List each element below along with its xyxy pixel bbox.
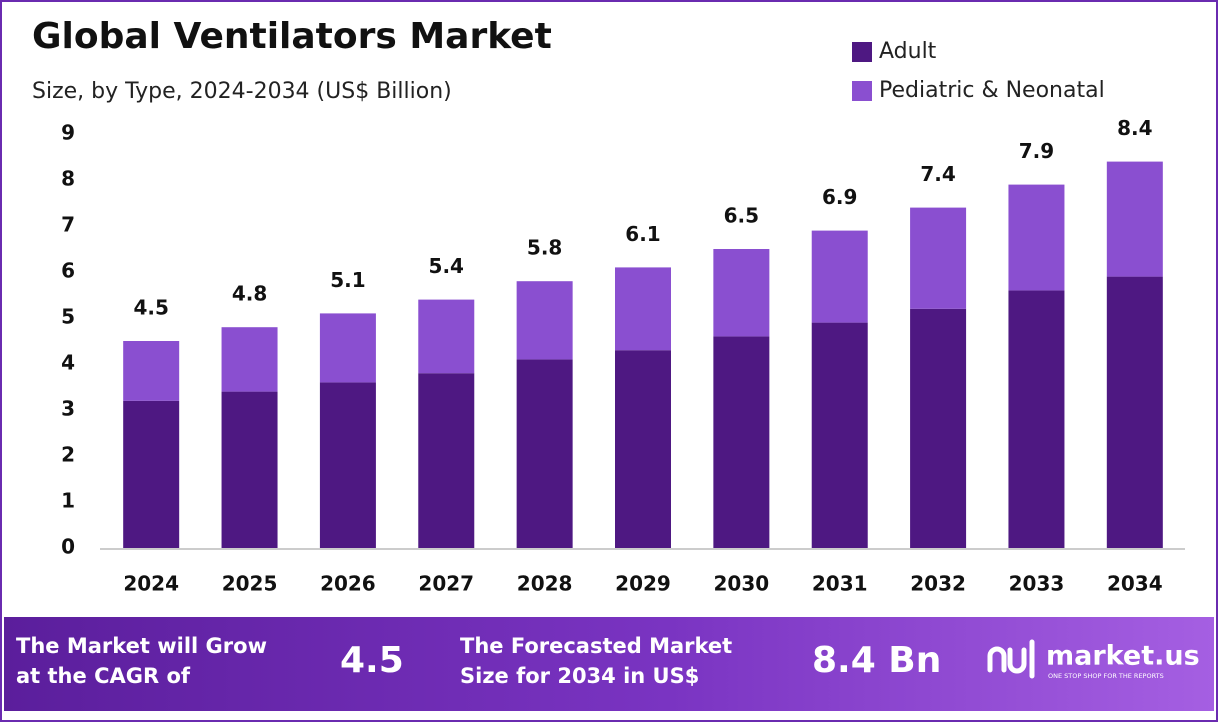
total-label: 7.9 [1019,139,1054,163]
bar-segment [221,391,278,548]
y-tick-label: 7 [61,213,75,237]
chart-title: Global Ventilators Market [32,16,552,57]
bar-segment [221,327,278,392]
bar-segment [123,341,180,401]
bar-segment [319,382,376,548]
x-tick-label: 2031 [812,572,868,596]
bar-segment [615,267,671,351]
legend-label: Adult [879,39,937,64]
y-tick-label: 9 [61,121,75,145]
total-label: 5.1 [330,268,365,292]
y-tick-label: 1 [61,489,75,513]
total-label: 5.4 [429,254,464,278]
bar-segment [713,336,770,548]
x-tick-label: 2029 [615,572,671,596]
y-tick-label: 3 [61,397,75,421]
legend-swatch [852,81,872,101]
y-tick-label: 6 [61,259,75,283]
bar-segment [418,373,475,548]
total-label: 7.4 [920,162,955,186]
bar-segment [418,299,475,374]
x-tick-label: 2024 [123,572,179,596]
y-tick-label: 8 [61,167,75,191]
brand-logo [987,639,1035,679]
bar-segment [1008,184,1065,291]
bar-segment [910,207,967,309]
brand-name: market.us [1046,641,1200,672]
forecast-text: Size for 2034 in US$ [460,664,699,688]
x-tick-label: 2034 [1107,572,1163,596]
legend-swatch [852,42,872,62]
bar-segment [516,281,573,360]
forecast-value: 8.4 Bn [812,640,941,681]
x-tick-label: 2025 [222,572,278,596]
y-tick-label: 5 [61,305,75,329]
total-label: 6.5 [724,204,759,228]
y-tick-label: 0 [61,535,75,559]
forecast-text: The Forecasted Market [460,634,732,658]
total-label: 4.5 [133,296,168,320]
bar-segment [1106,276,1163,548]
bar-segment [713,249,770,337]
x-tick-label: 2030 [714,572,770,596]
cagr-text: at the CAGR of [16,664,191,688]
x-tick-label: 2026 [320,572,376,596]
total-label: 5.8 [527,236,562,260]
bar-segment [516,359,573,548]
total-label: 6.9 [822,185,857,209]
chart-subtitle: Size, by Type, 2024-2034 (US$ Billion) [32,79,452,104]
bar-segment [1106,161,1163,277]
bar-segment [1008,290,1065,548]
bar-segment [811,230,868,323]
x-tick-label: 2032 [910,572,966,596]
bar-segment [123,400,180,548]
bar-segment [811,322,868,548]
bar-segment [910,308,967,548]
x-tick-label: 2033 [1009,572,1065,596]
x-tick-label: 2028 [517,572,573,596]
legend-label: Pediatric & Neonatal [879,78,1105,103]
cagr-value: 4.5 [340,640,404,681]
y-tick-label: 2 [61,443,75,467]
bar-segment [319,313,376,383]
cagr-text: The Market will Grow [16,634,267,658]
total-label: 6.1 [625,222,660,246]
total-label: 8.4 [1117,116,1152,140]
total-label: 4.8 [232,282,267,306]
brand-tagline: ONE STOP SHOP FOR THE REPORTS [1048,672,1164,680]
y-tick-label: 4 [61,351,75,375]
bar-segment [615,350,671,548]
x-tick-label: 2027 [418,572,474,596]
